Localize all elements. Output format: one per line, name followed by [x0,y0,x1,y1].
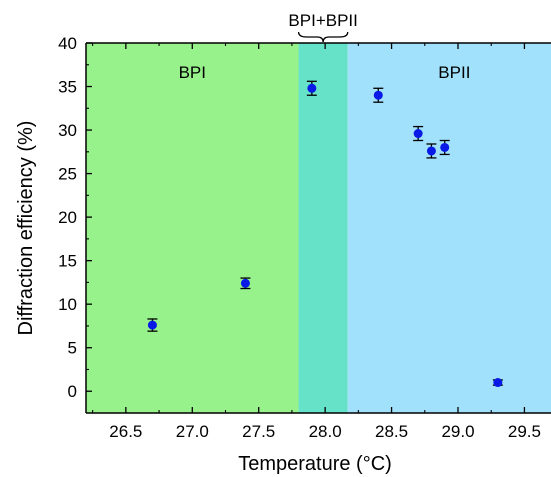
points-layer [147,80,503,388]
y-tick-label: 35 [58,78,77,97]
region-band [347,43,551,413]
y-tick-label: 25 [58,165,77,184]
y-tick-label: 15 [58,252,77,271]
data-point [426,143,437,159]
data-marker [426,146,436,156]
x-tick-label: 29.0 [441,422,474,441]
y-axis-title: Diffraction efficiency (%) [15,121,37,336]
regions-layer: BPI BPII [86,43,551,413]
data-point [413,125,424,142]
data-marker [307,83,317,93]
x-tick-label: 28.5 [375,422,408,441]
axes-layer: BPI+BPII 0 5 10 15 20 25 30 35 40 26.5 27.0 27.5 28.0… [58,11,551,441]
x-tick-label: 26.5 [109,422,142,441]
x-tick-label: 29.5 [508,422,541,441]
data-point [492,378,503,388]
data-point [306,80,317,96]
y-tick-label: 30 [58,121,77,140]
data-marker [493,378,503,388]
x-axis-title: Temperature (°C) [238,453,392,475]
data-point [439,139,450,156]
data-marker [240,278,250,288]
region-label: BPI+BPII [288,11,357,30]
x-tick-label: 27.5 [242,422,275,441]
x-tick-label: 27.0 [176,422,209,441]
y-tick-label: 40 [58,34,77,53]
data-marker [373,90,383,100]
region-brace [297,31,349,43]
region-band [86,43,299,413]
region-band [298,43,348,413]
region-label: BPII [438,63,470,82]
data-point [240,277,251,290]
y-tick-label: 5 [68,339,77,358]
y-tick-label: 10 [58,295,77,314]
data-marker [413,129,423,139]
x-tick-label: 28.0 [309,422,342,441]
data-point [147,318,158,332]
data-marker [147,320,157,330]
data-marker [440,142,450,152]
region-label: BPI [179,63,206,82]
data-point [373,87,384,103]
y-tick-label: 20 [58,208,77,227]
y-tick-label: 0 [68,382,77,401]
